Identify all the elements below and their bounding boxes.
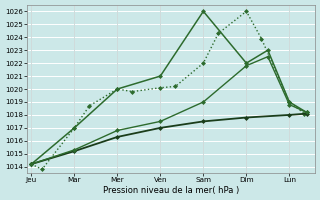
X-axis label: Pression niveau de la mer( hPa ): Pression niveau de la mer( hPa ) bbox=[103, 186, 239, 195]
